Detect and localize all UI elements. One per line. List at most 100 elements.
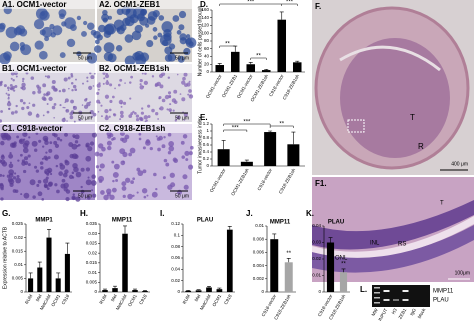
cell	[74, 140, 79, 144]
cell	[69, 153, 75, 159]
cell	[21, 82, 26, 87]
x-tick-label: OCM1-ZEB1sh	[230, 167, 250, 196]
error-bar	[295, 60, 300, 63]
cell	[20, 44, 32, 56]
cell	[155, 187, 158, 191]
cell	[88, 85, 93, 90]
cell	[53, 87, 58, 92]
cell	[70, 74, 74, 78]
cell	[84, 98, 88, 102]
cell	[53, 140, 58, 145]
bar	[287, 144, 300, 166]
x-tick-label: Mel	[194, 294, 202, 303]
cell	[75, 196, 81, 202]
panel-label: A2. OCM1-ZEB1	[99, 0, 160, 9]
x-tick-label: OCM1-vector	[209, 167, 227, 193]
cell	[75, 78, 77, 81]
y-tick-label: 0.035	[86, 221, 98, 226]
cell	[41, 26, 53, 38]
cell	[22, 77, 25, 81]
cell	[0, 159, 2, 163]
ladder-band	[374, 302, 380, 304]
cell	[159, 84, 164, 89]
error-bar	[279, 11, 284, 20]
y-tick-label: 0	[94, 289, 97, 294]
y-tick-label: 0.025	[86, 241, 98, 246]
cell	[136, 167, 141, 172]
cell	[103, 194, 109, 201]
cell	[181, 80, 186, 85]
cell	[71, 176, 75, 179]
cell	[23, 138, 26, 141]
cell	[63, 106, 66, 109]
x-tick-label: C918-ZEB1sh	[282, 73, 301, 100]
cell	[37, 191, 43, 197]
cell	[159, 106, 164, 111]
y-tick-label: 0.006	[253, 250, 265, 255]
cell	[128, 152, 132, 157]
cell	[122, 194, 126, 199]
x-tick-label: C918	[61, 293, 71, 305]
x-tick-label: Mel	[110, 294, 118, 303]
cell	[77, 143, 81, 147]
cell	[6, 86, 10, 90]
cell	[158, 95, 162, 100]
cell	[189, 94, 191, 97]
cell	[53, 116, 55, 119]
cell	[107, 15, 112, 20]
panel-label: B1. OCM1-vector	[2, 64, 66, 73]
significance-bracket	[281, 3, 298, 6]
significance: ***	[232, 126, 240, 132]
cell	[51, 79, 56, 84]
cell	[172, 157, 177, 162]
cell	[158, 107, 161, 110]
bar	[226, 229, 233, 292]
x-tick-label: C918-vector	[268, 73, 285, 97]
cell	[35, 114, 40, 118]
cell	[87, 146, 93, 152]
cell	[188, 89, 192, 93]
bar	[46, 237, 52, 292]
cell	[40, 166, 44, 170]
y-tick-label: 0.01	[14, 262, 23, 267]
cell	[129, 97, 132, 100]
x-tick-label: C918	[138, 293, 148, 305]
y-tick-label: 0	[20, 289, 23, 294]
cell	[71, 171, 75, 175]
cell	[120, 105, 123, 108]
band	[383, 290, 390, 292]
cell	[147, 115, 151, 119]
cell	[76, 51, 82, 57]
cell	[48, 148, 53, 153]
bar	[215, 65, 225, 72]
error-bar	[244, 159, 249, 162]
cell	[136, 191, 139, 194]
bar	[277, 19, 287, 72]
cell	[47, 156, 51, 160]
cell	[172, 15, 180, 22]
cell	[21, 106, 25, 111]
cell	[92, 85, 95, 87]
cell	[42, 83, 47, 88]
y-tick-label: 0.025	[12, 221, 24, 226]
cell	[91, 132, 98, 138]
label-bg	[0, 124, 95, 133]
cell	[54, 143, 60, 149]
y-tick-label: 0.01	[312, 273, 321, 278]
cell	[54, 183, 58, 187]
cell	[28, 136, 31, 139]
cell	[183, 184, 189, 190]
cell	[112, 95, 115, 99]
cell	[53, 103, 57, 106]
cell	[90, 180, 97, 186]
cell	[68, 87, 70, 90]
bar	[195, 290, 202, 292]
retina-layer	[312, 200, 474, 250]
cell	[29, 179, 36, 186]
bar	[339, 272, 348, 292]
cell	[155, 135, 158, 138]
chart-title: PLAU	[328, 220, 344, 226]
cell	[41, 198, 45, 201]
cell	[64, 159, 68, 164]
cell	[11, 85, 16, 90]
